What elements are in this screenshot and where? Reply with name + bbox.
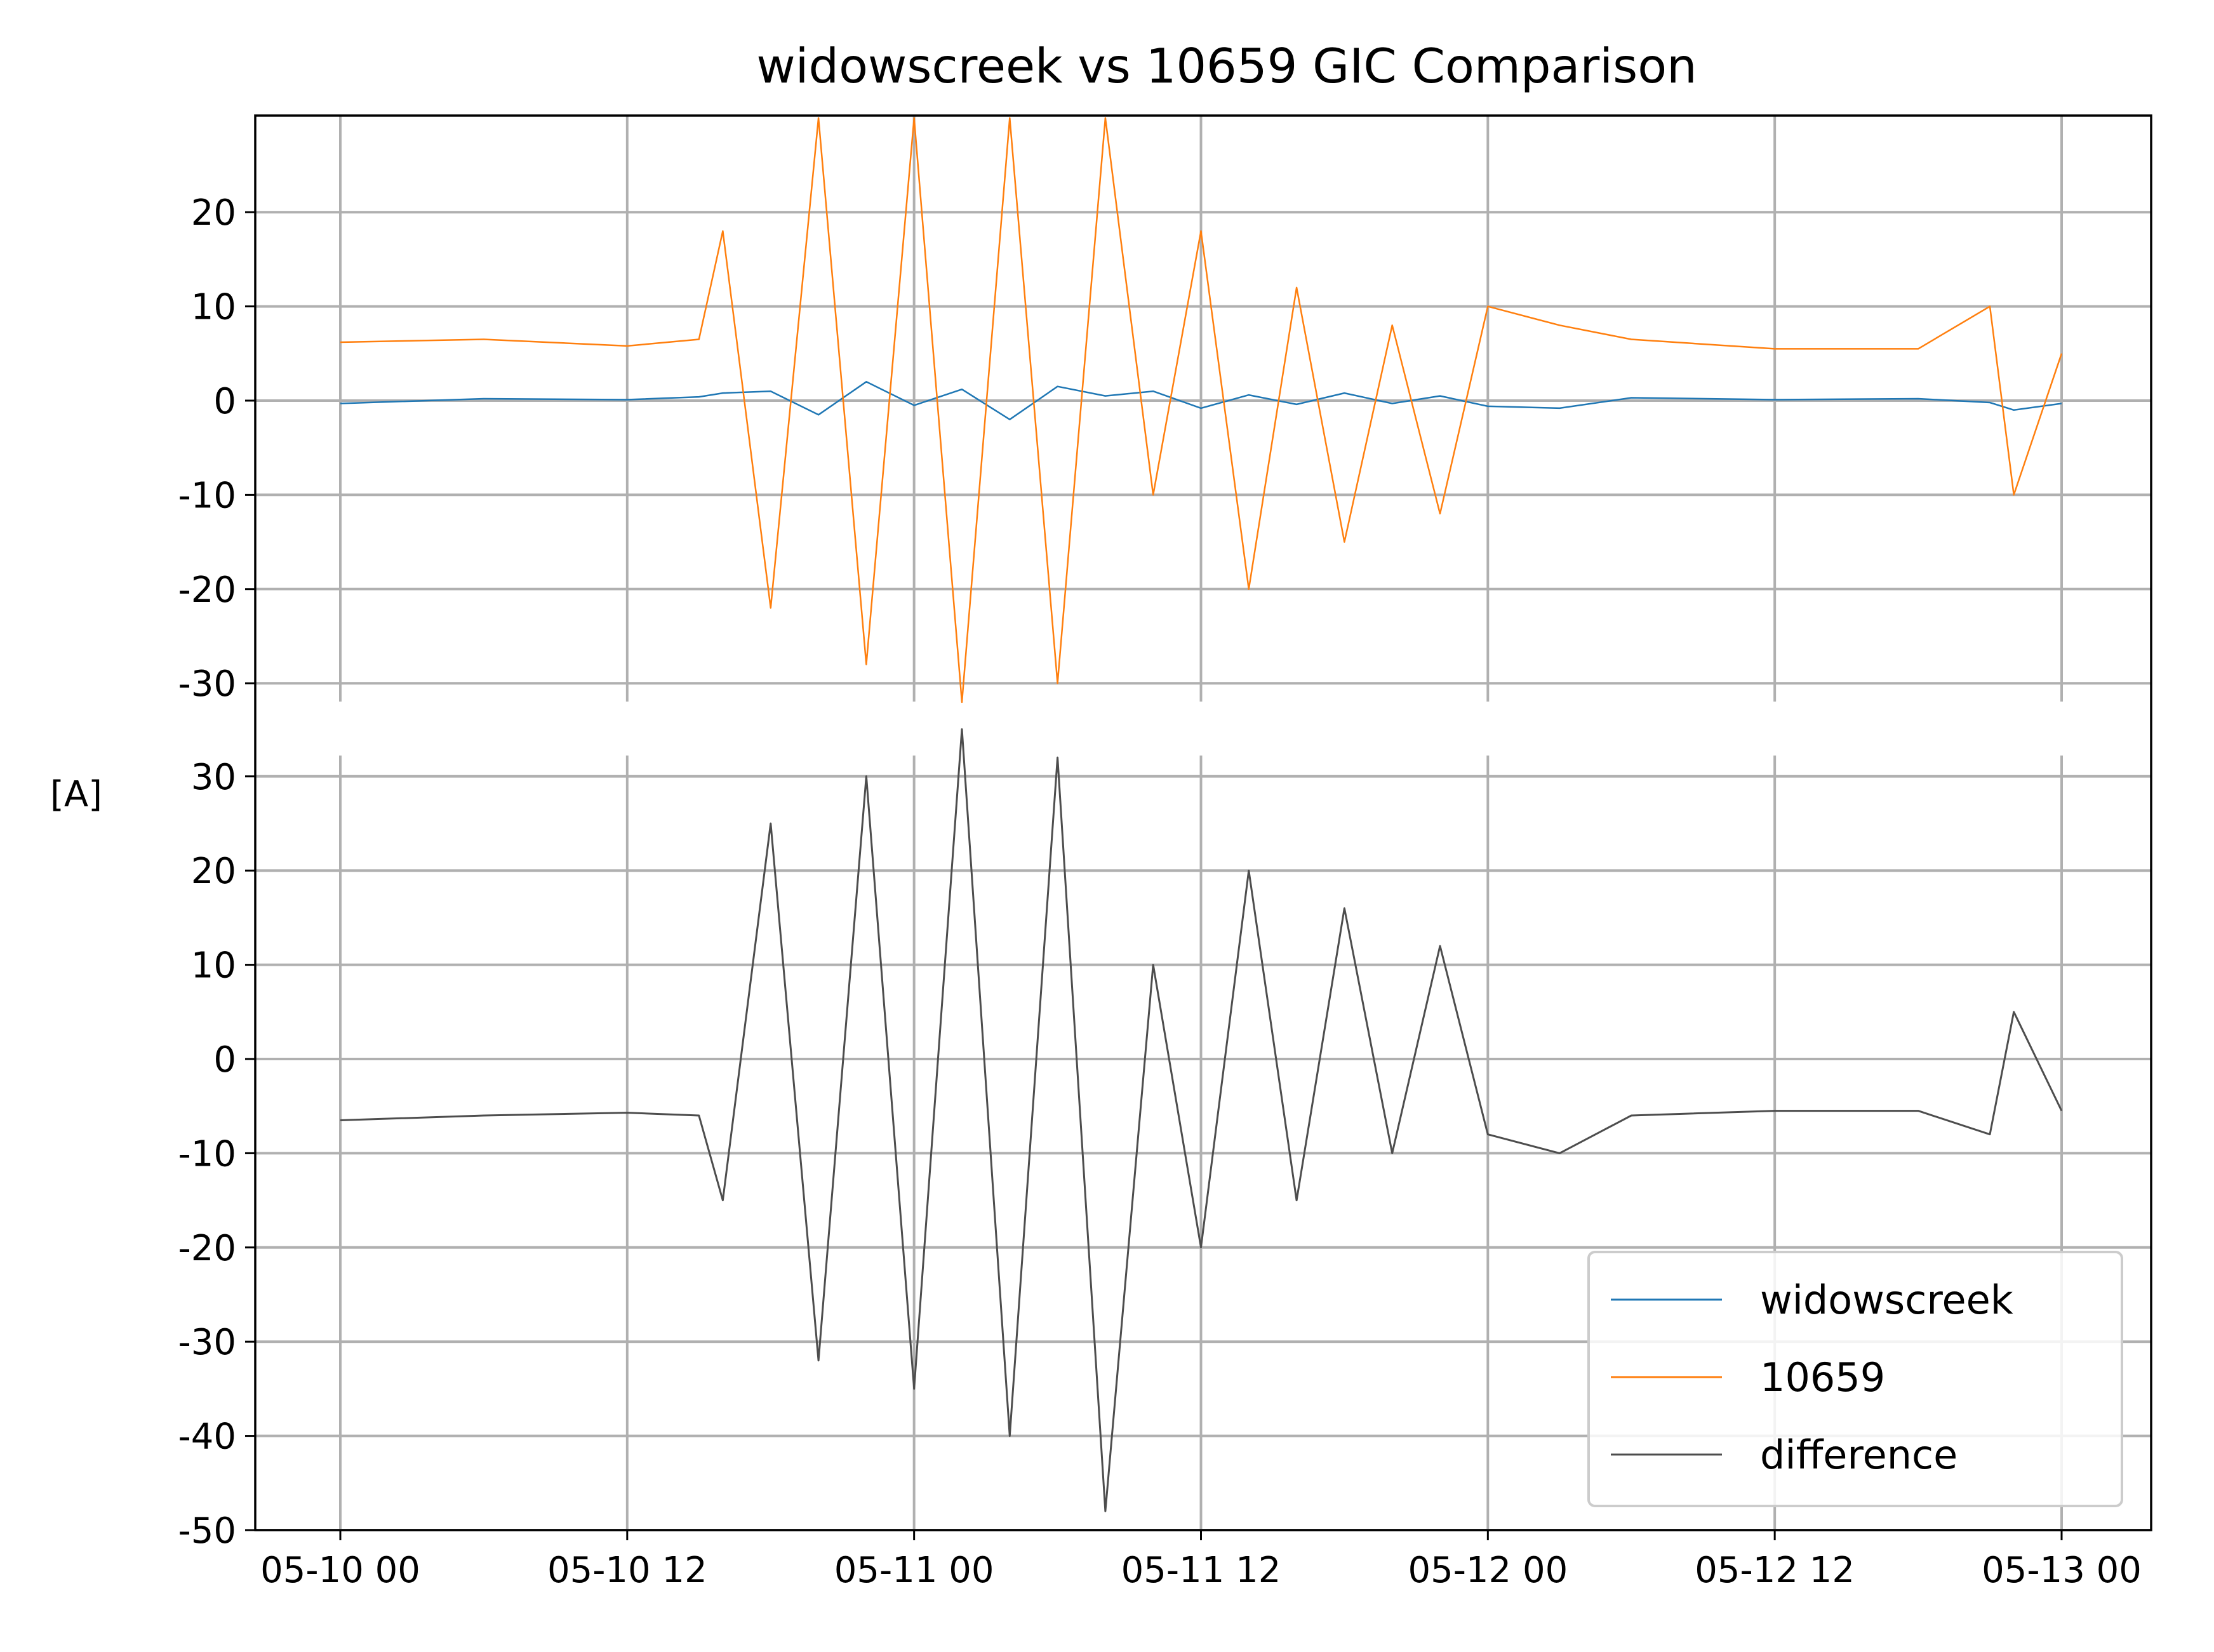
y-tick-label-lower: -50 — [178, 1510, 236, 1552]
legend-label-widowscreek: widowscreek — [1760, 1277, 2013, 1323]
y-tick-label-lower: 20 — [191, 851, 236, 892]
x-tick-label: 05-11 12 — [1121, 1550, 1281, 1591]
y-tick-label-lower: 10 — [191, 945, 236, 987]
y-tick-label-upper: 0 — [213, 381, 236, 422]
y-tick-label-upper: -30 — [178, 663, 236, 705]
x-tick-label: 05-12 00 — [1408, 1550, 1568, 1591]
y-tick-label-lower: -10 — [178, 1133, 236, 1175]
y-axis-label: [A] — [50, 774, 102, 815]
y-tick-label-upper: 20 — [191, 192, 236, 234]
x-tick-label: 05-10 00 — [260, 1550, 420, 1591]
x-tick-label: 05-10 12 — [547, 1550, 707, 1591]
y-tick-label-lower: 0 — [213, 1039, 236, 1081]
series-line-10659 — [340, 117, 2063, 703]
y-tick-label-upper: -20 — [178, 570, 236, 611]
y-tick-label-lower: 30 — [191, 757, 236, 798]
x-tick-label: 05-11 00 — [834, 1550, 994, 1591]
legend: widowscreek 10659 difference — [1587, 1251, 2123, 1507]
legend-label-difference: difference — [1760, 1432, 1957, 1478]
series-line-widowscreek — [340, 381, 2062, 420]
x-tick-label: 05-12 12 — [1695, 1550, 1855, 1591]
legend-label-10659: 10659 — [1760, 1354, 1885, 1401]
chart-title: widowscreek vs 10659 GIC Comparison — [756, 38, 1697, 94]
x-tick-label: 05-13 00 — [1982, 1550, 2142, 1591]
legend-box — [1587, 1251, 2123, 1507]
grid — [255, 116, 2151, 1531]
y-tick-label-upper: 10 — [191, 287, 236, 328]
y-tick-label-lower: -40 — [178, 1416, 236, 1458]
plot-frame — [254, 114, 2152, 1531]
y-tick-label-lower: -20 — [178, 1228, 236, 1269]
series-lines — [340, 117, 2063, 1512]
y-tick-label-lower: -30 — [178, 1322, 236, 1363]
y-tick-label-upper: -10 — [178, 475, 236, 516]
series-line-difference — [340, 728, 2063, 1512]
axes: 05-10 00 05-10 12 05-11 00 05-11 12 05-12 00… — [178, 114, 2152, 1591]
